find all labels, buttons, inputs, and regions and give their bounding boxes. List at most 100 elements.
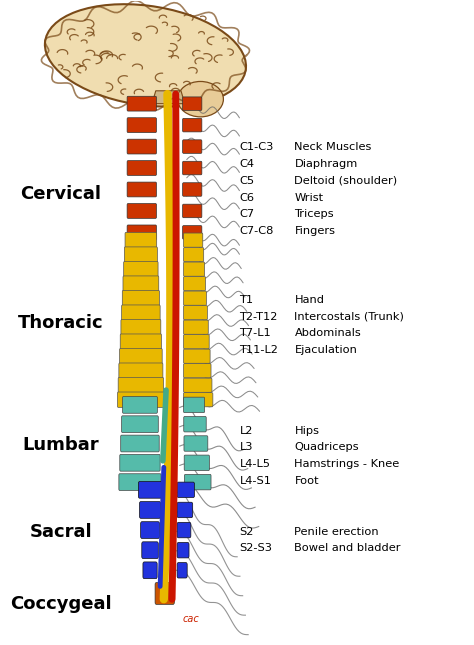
FancyBboxPatch shape (142, 542, 158, 559)
Text: Neck Muscles: Neck Muscles (294, 143, 372, 152)
FancyBboxPatch shape (120, 334, 162, 350)
Text: L4-L5: L4-L5 (239, 459, 271, 469)
Text: Foot: Foot (294, 476, 319, 486)
FancyBboxPatch shape (127, 139, 156, 154)
FancyBboxPatch shape (182, 140, 202, 154)
Text: Lumbar: Lumbar (22, 436, 99, 454)
FancyBboxPatch shape (121, 319, 161, 335)
Text: L2: L2 (239, 426, 253, 435)
FancyBboxPatch shape (127, 96, 156, 111)
Ellipse shape (178, 81, 223, 117)
Text: Intercostals (Trunk): Intercostals (Trunk) (294, 312, 404, 322)
FancyBboxPatch shape (125, 232, 157, 248)
FancyBboxPatch shape (124, 247, 157, 263)
FancyBboxPatch shape (143, 562, 157, 579)
Text: Hand: Hand (294, 295, 325, 305)
Text: C6: C6 (239, 193, 255, 203)
Text: T1: T1 (239, 295, 254, 305)
FancyBboxPatch shape (177, 562, 187, 578)
FancyBboxPatch shape (177, 502, 193, 518)
Text: Cervical: Cervical (20, 184, 101, 203)
Text: Penile erection: Penile erection (294, 527, 379, 537)
FancyBboxPatch shape (122, 416, 158, 433)
Text: L4-S1: L4-S1 (239, 476, 272, 486)
Text: T7-L1: T7-L1 (239, 328, 271, 339)
Text: C7-C8: C7-C8 (239, 226, 274, 236)
Text: L3: L3 (239, 442, 253, 452)
FancyBboxPatch shape (184, 436, 208, 452)
FancyBboxPatch shape (177, 482, 194, 497)
FancyBboxPatch shape (119, 363, 163, 379)
FancyBboxPatch shape (123, 276, 159, 292)
Text: C1-C3: C1-C3 (239, 143, 274, 152)
FancyBboxPatch shape (183, 349, 210, 363)
FancyBboxPatch shape (182, 183, 202, 196)
Text: Fingers: Fingers (294, 226, 336, 236)
FancyBboxPatch shape (127, 204, 156, 219)
FancyBboxPatch shape (139, 502, 161, 519)
Text: T11-L2: T11-L2 (239, 345, 278, 355)
FancyBboxPatch shape (183, 277, 206, 291)
FancyBboxPatch shape (183, 291, 207, 305)
FancyBboxPatch shape (183, 397, 205, 413)
FancyBboxPatch shape (124, 261, 158, 277)
Text: Sacral: Sacral (29, 522, 92, 541)
Text: Abdominals: Abdominals (294, 328, 361, 339)
FancyBboxPatch shape (127, 161, 156, 175)
Ellipse shape (45, 5, 246, 106)
Text: Diaphragm: Diaphragm (294, 159, 358, 169)
Text: C4: C4 (239, 159, 255, 169)
FancyBboxPatch shape (127, 118, 156, 132)
FancyBboxPatch shape (141, 522, 159, 539)
FancyBboxPatch shape (183, 393, 213, 407)
FancyBboxPatch shape (182, 119, 202, 132)
FancyBboxPatch shape (184, 474, 211, 490)
FancyBboxPatch shape (127, 225, 156, 240)
FancyBboxPatch shape (120, 455, 160, 471)
FancyBboxPatch shape (183, 364, 211, 378)
FancyBboxPatch shape (121, 435, 159, 452)
FancyBboxPatch shape (183, 335, 209, 349)
Text: Thoracic: Thoracic (18, 313, 103, 332)
Text: S2: S2 (239, 527, 254, 537)
FancyBboxPatch shape (183, 306, 207, 320)
FancyBboxPatch shape (182, 97, 202, 110)
FancyBboxPatch shape (122, 397, 157, 413)
Text: Hips: Hips (294, 426, 319, 435)
FancyBboxPatch shape (183, 378, 212, 392)
FancyBboxPatch shape (122, 305, 160, 321)
FancyBboxPatch shape (118, 377, 164, 393)
Text: Bowel and bladder: Bowel and bladder (294, 543, 401, 553)
Polygon shape (152, 91, 185, 104)
FancyBboxPatch shape (118, 392, 164, 408)
FancyBboxPatch shape (119, 473, 161, 490)
Text: Coccygeal: Coccygeal (10, 595, 111, 613)
Text: Deltoid (shoulder): Deltoid (shoulder) (294, 176, 398, 186)
FancyBboxPatch shape (184, 455, 210, 471)
FancyBboxPatch shape (177, 522, 191, 538)
FancyBboxPatch shape (183, 248, 204, 262)
FancyBboxPatch shape (177, 542, 189, 558)
Text: cac: cac (183, 613, 200, 624)
FancyBboxPatch shape (119, 348, 162, 364)
FancyBboxPatch shape (183, 262, 205, 276)
Text: Hamstrings - Knee: Hamstrings - Knee (294, 459, 400, 469)
FancyBboxPatch shape (182, 161, 202, 175)
Text: Wrist: Wrist (294, 193, 324, 203)
FancyBboxPatch shape (155, 582, 174, 604)
FancyBboxPatch shape (183, 233, 203, 247)
Text: C7: C7 (239, 210, 255, 219)
FancyBboxPatch shape (184, 417, 206, 432)
FancyBboxPatch shape (182, 204, 202, 218)
Text: Triceps: Triceps (294, 210, 334, 219)
Text: T2-T12: T2-T12 (239, 312, 278, 322)
Text: S2-S3: S2-S3 (239, 543, 273, 553)
Text: Ejaculation: Ejaculation (294, 345, 357, 355)
FancyBboxPatch shape (138, 481, 162, 498)
FancyBboxPatch shape (127, 182, 156, 197)
Text: C5: C5 (239, 176, 255, 186)
Text: Quadriceps: Quadriceps (294, 442, 359, 452)
FancyBboxPatch shape (182, 226, 202, 239)
FancyBboxPatch shape (122, 290, 159, 306)
FancyBboxPatch shape (183, 320, 208, 334)
